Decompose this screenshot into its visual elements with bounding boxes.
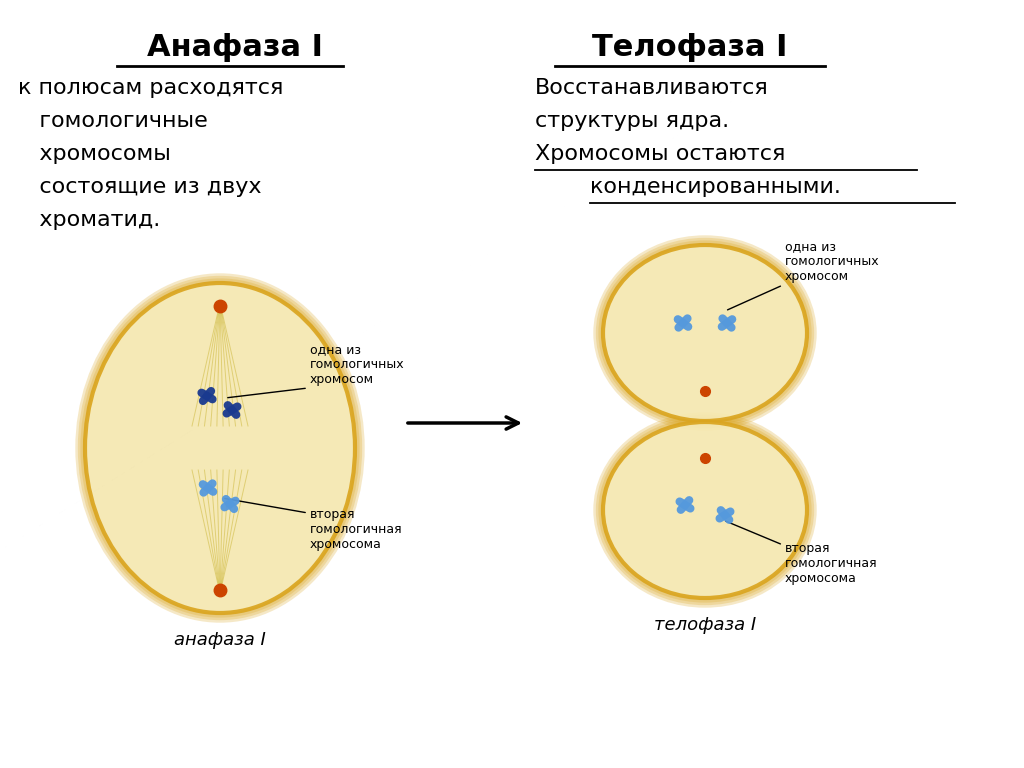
Ellipse shape <box>85 283 355 613</box>
Text: Восстанавливаются: Восстанавливаются <box>535 78 769 98</box>
Text: одна из
гомологичных
хромосом: одна из гомологичных хромосом <box>785 240 880 283</box>
Text: Анафаза I: Анафаза I <box>147 33 323 62</box>
Ellipse shape <box>603 245 807 421</box>
Text: гомологичные: гомологичные <box>18 111 208 131</box>
Text: вторая
гомологичная
хромосома: вторая гомологичная хромосома <box>310 508 402 551</box>
Text: хроматид.: хроматид. <box>18 210 160 230</box>
Text: Хромосомы остаются: Хромосомы остаются <box>535 144 785 164</box>
Text: хромосомы: хромосомы <box>18 144 171 164</box>
Text: состоящие из двух: состоящие из двух <box>18 177 261 197</box>
Text: структуры ядра.: структуры ядра. <box>535 111 729 131</box>
Text: телофаза I: телофаза I <box>654 616 756 634</box>
Text: Телофаза I: Телофаза I <box>592 33 787 62</box>
Text: анафаза I: анафаза I <box>174 631 266 649</box>
Text: вторая
гомологичная
хромосома: вторая гомологичная хромосома <box>785 542 878 585</box>
Text: одна из
гомологичных
хромосом: одна из гомологичных хромосом <box>310 343 404 386</box>
Text: конденсированными.: конденсированными. <box>590 177 841 197</box>
Text: к полюсам расходятся: к полюсам расходятся <box>18 78 284 98</box>
Ellipse shape <box>603 422 807 598</box>
